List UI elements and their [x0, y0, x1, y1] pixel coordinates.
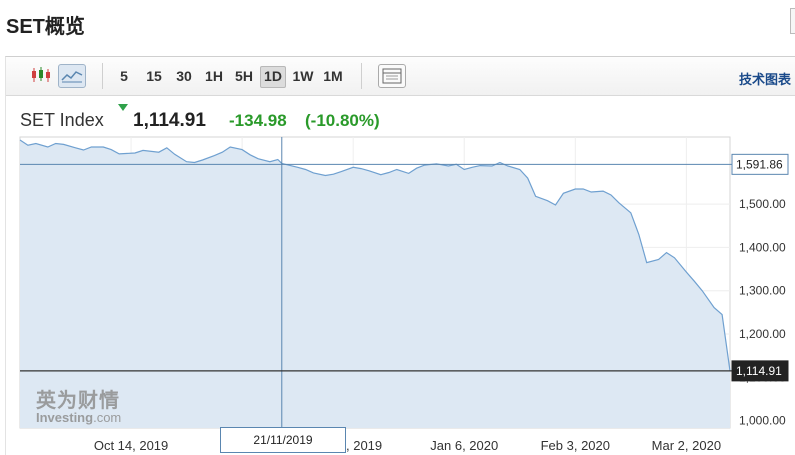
instrument-name: SET Index: [20, 110, 104, 130]
crosshair-value-label: 1,591.86: [736, 157, 783, 171]
toolbar-divider: [361, 63, 362, 89]
investing-watermark: 英为财情 Investing.com: [36, 384, 121, 425]
instrument-price: 1,114.91: [133, 110, 206, 131]
x-tick-label: Jan 6, 2020: [430, 438, 498, 453]
series-area: [20, 140, 730, 428]
crosshair-date-label: 21/11/2019: [220, 427, 346, 453]
watermark-line1: 英为财情: [36, 390, 120, 412]
down-arrow-icon: [118, 104, 128, 111]
y-tick-label: 1,300.00: [739, 284, 786, 298]
x-tick-label: , 2019: [346, 438, 382, 453]
instrument-change: -134.98: [229, 111, 287, 130]
chart-widget: [5, 56, 795, 455]
candlestick-chart-icon[interactable]: [28, 64, 54, 86]
y-tick-label: 1,500.00: [739, 197, 786, 211]
last-value-label: 1,114.91: [736, 364, 782, 378]
crosshair-value-box: [731, 153, 789, 175]
chart-toolbar: 5 15 30 1H 5H 1D 1W 1M 技术图表: [6, 57, 795, 96]
toolbar-divider: [102, 63, 103, 89]
x-tick-label: Oct 14, 2019: [94, 438, 168, 453]
chart-settings-icon[interactable]: [378, 64, 406, 88]
interval-5h-button[interactable]: 5H: [235, 68, 253, 84]
last-value-box: [731, 360, 789, 382]
y-tick-label: 1,200.00: [739, 327, 786, 341]
y-tick-label: 1,400.00: [739, 240, 786, 254]
area-chart-icon[interactable]: [58, 64, 86, 88]
y-tick-label: 1,000.00: [739, 414, 786, 428]
technical-chart-link[interactable]: 技术图表: [738, 72, 791, 87]
interval-1m-button[interactable]: 1M: [323, 68, 343, 84]
x-tick-label: Mar 2, 2020: [652, 438, 721, 453]
interval-1d-button[interactable]: 1D: [260, 66, 286, 88]
interval-15-button[interactable]: 15: [146, 68, 162, 84]
interval-1h-button[interactable]: 1H: [205, 68, 223, 84]
corner-control[interactable]: [790, 8, 795, 34]
series-line: [19, 139, 731, 371]
page-title: SET概览: [6, 16, 85, 38]
interval-1w-button[interactable]: 1W: [292, 68, 314, 84]
interval-30-button[interactable]: 30: [176, 68, 192, 84]
watermark-domain: .com: [93, 410, 122, 425]
instrument-change-pct: (-10.80%): [305, 111, 380, 130]
x-tick-label: Feb 3, 2020: [541, 438, 610, 453]
watermark-brand: Investing: [36, 410, 94, 425]
interval-5-button[interactable]: 5: [120, 68, 128, 84]
